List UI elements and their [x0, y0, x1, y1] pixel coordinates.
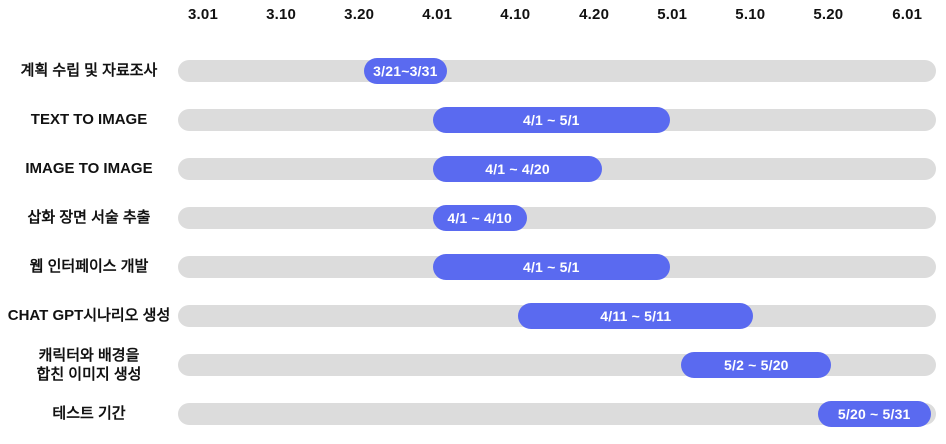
gantt-row: CHAT GPT시나리오 생성 4/11 ~ 5/11	[0, 291, 936, 340]
gantt-row: 계획 수립 및 자료조사 3/21~3/31	[0, 46, 936, 95]
task-range-label: 5/2 ~ 5/20	[724, 356, 789, 373]
axis-tick-label: 3.01	[188, 6, 218, 23]
task-label: IMAGE TO IMAGE	[25, 160, 153, 177]
axis-tick-label: 5.01	[657, 6, 688, 23]
task-range-label: 4/1 ~ 4/20	[485, 160, 550, 177]
task-track-cell: 5/2 ~ 5/20	[178, 340, 936, 389]
task-range-label: 3/21~3/31	[373, 62, 438, 79]
axis-tick-label: 4.20	[579, 6, 610, 23]
gantt-row: IMAGE TO IMAGE 4/1 ~ 4/20	[0, 144, 936, 193]
task-track	[178, 59, 936, 82]
axis-tick-label: 3.20	[344, 6, 375, 23]
task-bar: 4/1 ~ 5/1	[432, 253, 670, 280]
task-range-label: 4/1 ~ 4/10	[447, 209, 513, 226]
task-label: 테스트 기간	[52, 405, 126, 422]
task-bar: 4/11 ~ 5/11	[518, 302, 754, 329]
gantt-row: 테스트 기간 5/20 ~ 5/31	[0, 389, 936, 438]
axis-left-spacer	[0, 0, 178, 46]
task-label: 삽화 장면 서술 추출	[27, 209, 151, 226]
task-bar: 5/2 ~ 5/20	[681, 351, 832, 378]
task-track-cell: 4/11 ~ 5/11	[178, 291, 936, 340]
axis-tick-label: 5.20	[813, 6, 844, 23]
task-track-cell: 4/1 ~ 4/20	[178, 144, 936, 193]
task-range-label: 4/11 ~ 5/11	[600, 307, 672, 324]
task-bar: 4/1 ~ 5/1	[432, 106, 670, 133]
task-track	[178, 206, 936, 229]
axis-tick-label: 4.01	[422, 6, 453, 23]
axis-tick-area: 3.01 3.10 3.20 4.01 4.10 4.20 5.01 5.10 5.20 6.01	[178, 0, 936, 46]
task-bar: 5/20 ~ 5/31	[817, 400, 931, 427]
task-label: 계획 수립 및 자료조사	[20, 62, 158, 79]
axis-tick-label: 3.10	[266, 6, 297, 23]
task-label: 캐릭터와 배경을 합친 이미지 생성	[36, 346, 142, 383]
task-bar: 4/1 ~ 4/10	[432, 204, 527, 231]
task-track	[178, 402, 936, 425]
axis-tick-label: 5.10	[735, 6, 766, 23]
task-range-label: 4/1 ~ 5/1	[522, 258, 580, 275]
gantt-rows: 계획 수립 및 자료조사 3/21~3/31 TEXT TO IMAGE 4/1…	[0, 46, 936, 438]
gantt-row: 캐릭터와 배경을 합친 이미지 생성 5/2 ~ 5/20	[0, 340, 936, 389]
task-bar: 3/21~3/31	[363, 57, 448, 84]
task-track-cell: 3/21~3/31	[178, 46, 936, 95]
task-range-label: 5/20 ~ 5/31	[837, 405, 911, 422]
task-track-cell: 4/1 ~ 5/1	[178, 242, 936, 291]
task-label: CHAT GPT시나리오 생성	[7, 307, 171, 324]
gantt-row: 삽화 장면 서술 추출 4/1 ~ 4/10	[0, 193, 936, 242]
task-label: TEXT TO IMAGE	[30, 111, 148, 128]
task-track-cell: 4/1 ~ 4/10	[178, 193, 936, 242]
task-bar: 4/1 ~ 4/20	[432, 155, 603, 182]
gantt-row: TEXT TO IMAGE 4/1 ~ 5/1	[0, 95, 936, 144]
axis-tick-label: 6.01	[892, 6, 923, 23]
task-track-cell: 5/20 ~ 5/31	[178, 389, 936, 438]
task-label: 웹 인터페이스 개발	[29, 258, 149, 275]
time-axis: 3.01 3.10 3.20 4.01 4.10 4.20 5.01 5.10 5.20 6.01	[0, 0, 936, 46]
task-range-label: 4/1 ~ 5/1	[522, 111, 580, 128]
axis-tick-label: 4.10	[500, 6, 531, 23]
gantt-row: 웹 인터페이스 개발 4/1 ~ 5/1	[0, 242, 936, 291]
task-track-cell: 4/1 ~ 5/1	[178, 95, 936, 144]
